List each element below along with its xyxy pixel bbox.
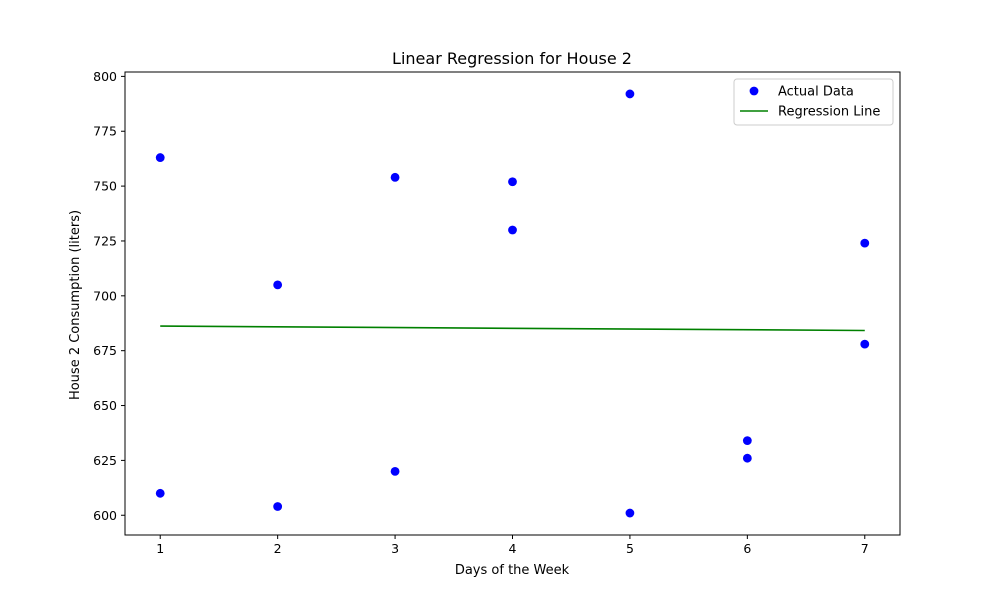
- regression-line: [160, 325, 865, 332]
- y-tick-label: 775: [93, 124, 117, 139]
- data-point: [860, 238, 870, 248]
- x-tick-label: 4: [509, 541, 517, 556]
- data-point: [273, 502, 283, 511]
- data-point: [508, 177, 517, 187]
- data-point: [273, 280, 283, 290]
- data-point: [860, 339, 870, 349]
- data-point: [155, 488, 165, 498]
- x-tick-label: 7: [861, 541, 869, 556]
- data-point: [390, 466, 400, 476]
- x-tick-label: 3: [391, 541, 399, 556]
- chart-title: Linear Regression for House 2: [392, 49, 632, 68]
- plot-frame: [124, 71, 901, 536]
- legend-box: [733, 78, 894, 126]
- data-point: [742, 453, 752, 463]
- x-tick-label: 1: [156, 541, 164, 556]
- y-tick-label: 675: [93, 343, 117, 358]
- legend-label: Actual Data: [778, 85, 854, 100]
- x-tick-label: 2: [274, 541, 282, 556]
- data-point: [508, 225, 517, 235]
- data-point: [390, 172, 400, 182]
- x-axis-label: Days of the Week: [455, 563, 570, 578]
- legend-label: Regression Line: [778, 105, 880, 120]
- y-axis-label: House 2 Consumption (liters): [68, 210, 83, 400]
- legend-marker-swatch: [749, 86, 759, 96]
- plot-area: 1 2 3 4 5 6 7 600 625 650 675 700 725 750 775 800: [93, 69, 901, 556]
- x-tick-label: 5: [626, 541, 634, 556]
- y-tick-label: 725: [93, 233, 117, 248]
- data-point: [625, 508, 635, 518]
- y-tick-label: 750: [93, 179, 117, 194]
- y-tick-label: 700: [93, 288, 117, 303]
- y-tick-label: 625: [93, 453, 117, 468]
- x-tick-label: 6: [743, 541, 751, 556]
- data-point: [625, 89, 635, 99]
- y-tick-label: 650: [93, 398, 117, 413]
- legend: Actual Data Regression Line: [733, 78, 894, 126]
- y-tick-label: 600: [93, 508, 117, 523]
- y-tick-label: 800: [93, 69, 117, 84]
- data-point: [742, 436, 752, 446]
- data-point: [155, 153, 165, 162]
